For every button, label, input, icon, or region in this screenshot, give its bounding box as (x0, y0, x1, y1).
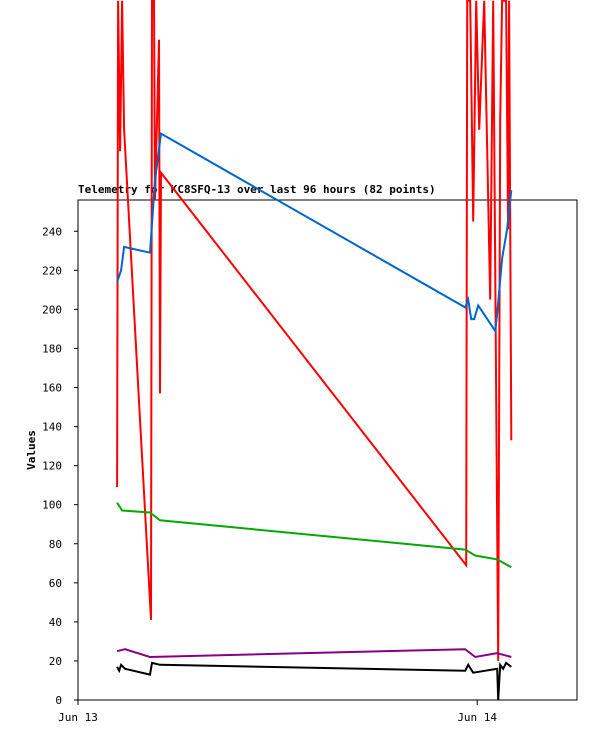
y-tick-label: 60 (49, 577, 62, 590)
x-tick-label: Jun 13 (58, 711, 98, 724)
y-tick-label: 20 (49, 655, 62, 668)
y-tick-label: 140 (42, 421, 62, 434)
series-line (116, 131, 513, 334)
series-line (116, 502, 512, 569)
series-line (116, 648, 512, 659)
y-tick-label: 160 (42, 382, 62, 395)
y-tick-label: 40 (49, 616, 62, 629)
plot-frame (77, 199, 578, 701)
y-tick-label: 220 (42, 264, 62, 277)
chart-title: Telemetry for KC8SFQ-13 over last 96 hou… (78, 183, 436, 196)
y-tick-label: 0 (55, 694, 62, 707)
y-tick-label: 200 (42, 303, 62, 316)
y-tick-label: 100 (42, 499, 62, 512)
x-tick-label: Jun 14 (457, 711, 497, 724)
y-tick-label: 80 (49, 538, 62, 551)
y-tick-label: 240 (42, 225, 62, 238)
series-line (116, 0, 513, 661)
y-axis-label: Values (25, 430, 38, 470)
series-line (116, 661, 512, 701)
y-tick-label: 180 (42, 342, 62, 355)
y-tick-label: 120 (42, 460, 62, 473)
